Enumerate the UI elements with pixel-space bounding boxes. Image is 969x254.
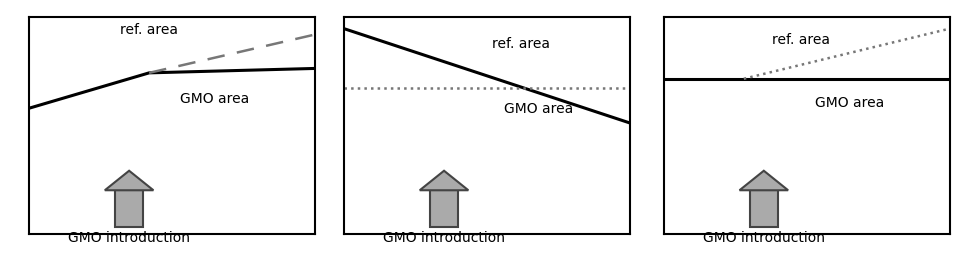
Polygon shape — [429, 190, 458, 227]
Text: GMO area: GMO area — [180, 91, 249, 105]
Text: GMO area: GMO area — [504, 102, 573, 116]
Text: ref. area: ref. area — [772, 33, 830, 47]
Text: GMO area: GMO area — [815, 96, 884, 110]
Polygon shape — [420, 171, 468, 190]
Polygon shape — [739, 171, 788, 190]
Polygon shape — [114, 190, 143, 227]
Text: GMO introduction: GMO introduction — [703, 230, 825, 244]
Polygon shape — [750, 190, 778, 227]
Text: ref. area: ref. area — [492, 37, 550, 51]
Text: GMO introduction: GMO introduction — [383, 230, 505, 244]
Text: ref. area: ref. area — [120, 23, 178, 37]
Text: GMO introduction: GMO introduction — [68, 230, 190, 244]
Polygon shape — [105, 171, 153, 190]
